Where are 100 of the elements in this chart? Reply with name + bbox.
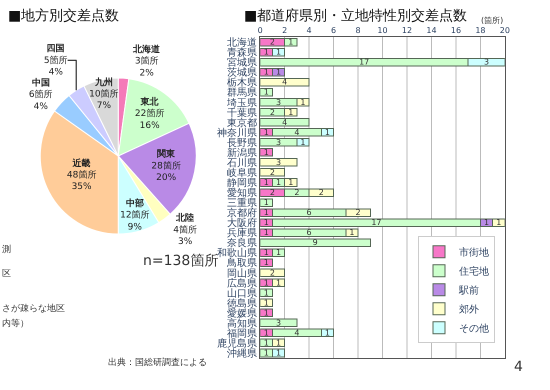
y-tick-label: 鳥取県: [226, 257, 258, 270]
data-label: 22箇所 16%: [134, 108, 164, 131]
legend-label: 郊外: [459, 304, 479, 316]
data-label: 1: [264, 68, 269, 77]
data-label: 1: [264, 218, 269, 228]
data-label: 1: [276, 248, 282, 258]
slice-label: 四国: [46, 43, 65, 54]
data-label: 1: [264, 278, 269, 288]
data-label: 6: [306, 208, 312, 218]
y-tick-label: 岡山県: [227, 267, 258, 280]
slice-label: 北陸: [175, 212, 194, 224]
data-label: 2: [270, 268, 275, 278]
data-label: 1: [288, 38, 294, 47]
y-tick-label: 沖縄県: [227, 348, 258, 360]
y-tick-label: 広島県: [227, 277, 258, 290]
data-label: 5箇所 4%: [44, 54, 68, 78]
y-tick-label: 奈良県: [227, 237, 258, 250]
slice-label: 中国: [32, 78, 50, 89]
legend-label: 駅前: [458, 284, 479, 297]
data-label: 1: [264, 88, 269, 97]
data-label: 1: [484, 218, 490, 228]
data-label: 2: [356, 208, 361, 218]
source-note: 出典：国総研調査による: [108, 357, 207, 368]
slice-label: 近畿: [72, 158, 91, 169]
data-label: 1: [264, 328, 269, 338]
data-label: 1: [324, 128, 330, 137]
y-tick-label: 埼玉県: [226, 96, 258, 109]
y-tick-label: 新潟県: [227, 146, 258, 159]
data-label: 1: [276, 278, 282, 288]
y-tick-label: 茨城県: [227, 66, 258, 79]
y-tick-label: 石川県: [227, 156, 258, 169]
x-tick-label: 4: [306, 26, 312, 35]
slice-label: 東北: [140, 96, 160, 108]
text: 測: [2, 244, 11, 255]
data-label: 1: [264, 178, 269, 187]
data-label: 17: [371, 218, 382, 228]
data-label: 3: [276, 98, 282, 107]
data-label: 1: [276, 68, 282, 77]
data-label: 6: [306, 228, 312, 238]
data-label: 6箇所 4%: [28, 89, 53, 112]
data-label: 2: [270, 188, 275, 198]
text: 区: [2, 268, 11, 279]
data-label: 2: [318, 188, 324, 198]
legend-label: 市街地: [459, 246, 489, 259]
data-label: 3: [484, 58, 490, 67]
data-label: 1: [264, 288, 269, 298]
data-label: 2: [270, 168, 275, 177]
y-tick-label: 福岡県: [227, 327, 258, 340]
y-tick-label: 高知県: [227, 317, 258, 330]
data-label: 1: [264, 258, 269, 268]
data-label: 28箇所 20%: [151, 160, 181, 184]
x-tick-label: 10: [377, 26, 388, 35]
data-label: 4: [282, 78, 288, 87]
data-label: 1: [324, 328, 330, 338]
data-label: 3箇所 2%: [134, 56, 159, 78]
y-tick-label: 長野県: [227, 138, 258, 149]
data-label: 1: [264, 208, 269, 218]
slice-label: 北海道: [132, 44, 162, 55]
data-label: 2: [270, 38, 275, 47]
x-tick-label: 18: [475, 26, 486, 35]
data-label: 4箇所 3%: [173, 224, 198, 247]
text: 内等）: [2, 318, 29, 329]
slice-label: 中部: [126, 198, 144, 209]
data-label: 1: [264, 228, 269, 238]
data-label: 1: [264, 248, 269, 258]
data-label: 1: [276, 338, 282, 348]
y-tick-label: 和歌山県: [217, 247, 258, 260]
y-tick-label: 山口県: [227, 287, 258, 300]
data-label: 12箇所 9%: [120, 210, 150, 232]
data-label: 9: [312, 238, 318, 248]
data-label: 1: [276, 348, 282, 358]
x-tick-label: 8: [356, 26, 361, 35]
y-tick-label: 東京都: [227, 116, 258, 129]
chart-title: ■都道府県別・立地特性別交差点数: [244, 8, 468, 24]
data-label: 1: [276, 178, 282, 187]
data-label: 3: [276, 158, 282, 167]
y-tick-label: 岐阜県: [227, 166, 258, 179]
data-label: 1: [264, 308, 269, 318]
data-label: 10箇所 7%: [89, 88, 119, 112]
x-tick-label: 14: [426, 26, 437, 35]
y-tick-label: 栃木県: [227, 76, 258, 89]
text: さが疎らな地区: [2, 303, 65, 314]
data-label: 2: [294, 188, 300, 198]
text: n=138箇所: [143, 253, 218, 269]
data-label: 1: [264, 338, 269, 348]
data-label: 1: [496, 218, 502, 228]
data-label: 1: [264, 128, 269, 137]
data-label: 1: [264, 348, 269, 358]
data-label: 4: [282, 118, 288, 127]
x-tick-label: 20: [500, 26, 510, 35]
y-tick-label: 鹿児島県: [217, 337, 258, 350]
data-label: 4: [294, 328, 300, 338]
data-label: 1: [264, 148, 269, 157]
x-tick-label: 0: [258, 26, 263, 35]
slice-label: 関東: [157, 148, 176, 160]
y-tick-label: 静岡県: [227, 176, 258, 189]
data-label: 3: [276, 318, 282, 328]
y-tick-label: 群馬県: [227, 86, 258, 99]
data-label: 1: [300, 138, 306, 147]
text: 4: [514, 359, 523, 375]
